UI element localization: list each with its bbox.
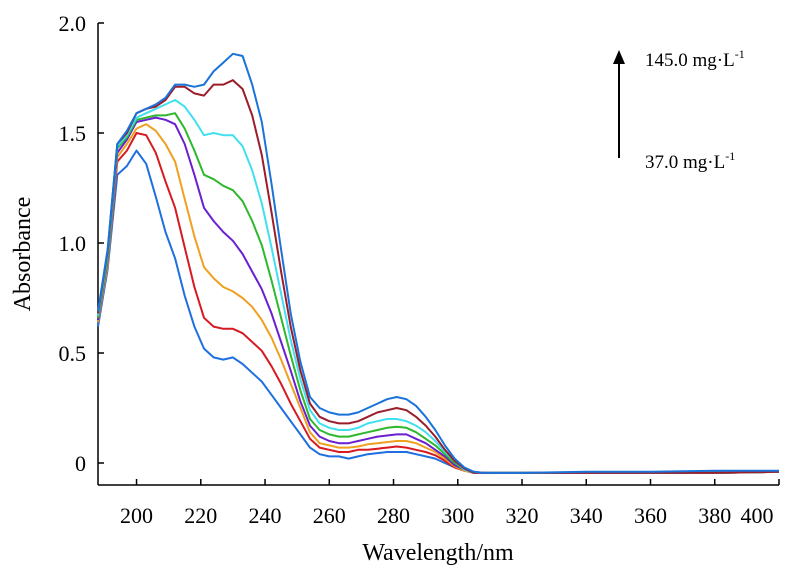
axes <box>97 23 779 486</box>
bottom-concentration-label: 37.0 mg·L-1 <box>645 149 735 173</box>
series-line-3 <box>97 123 780 474</box>
series-line-8 <box>97 52 779 474</box>
x-ticks: 200 220 240 260 280 300 320 340 360 380 400 <box>120 479 780 528</box>
series-line-1 <box>97 149 779 474</box>
y-tick-label: 2.0 <box>59 11 87 36</box>
series-line-7 <box>97 79 780 474</box>
y-ticks: 0 0.5 1.0 1.5 2.0 <box>59 11 104 476</box>
x-axis-label: Wavelength/nm <box>362 540 514 566</box>
concentration-annotation: 145.0 mg·L-1 37.0 mg·L-1 <box>613 47 745 173</box>
x-tick-label: 360 <box>634 503 667 528</box>
x-tick-label: 220 <box>184 503 217 528</box>
y-tick-label: 0.5 <box>59 341 87 366</box>
series-group <box>97 52 780 474</box>
x-tick-label: 260 <box>313 503 346 528</box>
y-tick-label: 0 <box>75 451 86 476</box>
y-tick-label: 1.5 <box>59 121 87 146</box>
x-tick-label: 380 <box>698 503 731 528</box>
y-axis-label: Absorbance <box>10 197 36 312</box>
x-tick-label: 280 <box>377 503 410 528</box>
x-tick-label: 300 <box>441 503 474 528</box>
up-arrow-icon <box>613 50 625 64</box>
y-tick-label: 1.0 <box>59 231 87 256</box>
x-tick-label: 320 <box>506 503 539 528</box>
series-line-2 <box>97 132 780 474</box>
x-tick-label: 340 <box>570 503 603 528</box>
x-tick-label: 400 <box>741 503 774 528</box>
x-tick-label: 200 <box>120 503 153 528</box>
top-concentration-label: 145.0 mg·L-1 <box>645 47 745 71</box>
x-tick-label: 240 <box>249 503 282 528</box>
